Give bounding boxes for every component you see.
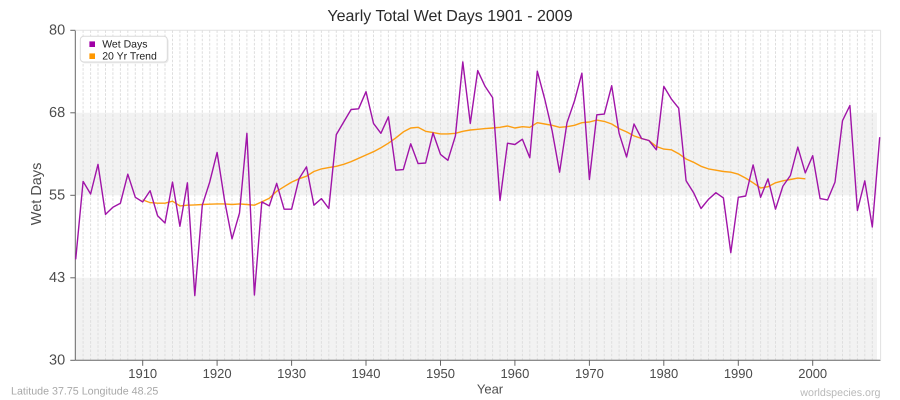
svg-text:worldspecies.org: worldspecies.org — [799, 387, 880, 399]
svg-text:2000: 2000 — [798, 366, 827, 381]
svg-text:1920: 1920 — [203, 366, 232, 381]
svg-text:68: 68 — [49, 105, 65, 121]
svg-text:1990: 1990 — [724, 366, 753, 381]
svg-text:30: 30 — [49, 352, 65, 368]
svg-text:Year: Year — [477, 381, 504, 396]
svg-text:1960: 1960 — [500, 366, 529, 381]
svg-text:43: 43 — [49, 270, 65, 286]
svg-text:Wet Days: Wet Days — [102, 38, 147, 50]
svg-text:1980: 1980 — [649, 366, 678, 381]
svg-text:1970: 1970 — [575, 366, 604, 381]
svg-text:Wet Days: Wet Days — [29, 163, 45, 226]
svg-text:80: 80 — [49, 22, 65, 38]
svg-text:1940: 1940 — [352, 366, 381, 381]
svg-text:1950: 1950 — [426, 366, 455, 381]
svg-text:1930: 1930 — [277, 366, 306, 381]
svg-text:55: 55 — [49, 187, 65, 203]
svg-text:1910: 1910 — [128, 366, 157, 381]
svg-text:20 Yr Trend: 20 Yr Trend — [102, 50, 157, 62]
svg-text:Latitude 37.75 Longitude 48.25: Latitude 37.75 Longitude 48.25 — [11, 386, 158, 398]
svg-text:Yearly Total Wet Days 1901 - 2: Yearly Total Wet Days 1901 - 2009 — [327, 8, 572, 25]
